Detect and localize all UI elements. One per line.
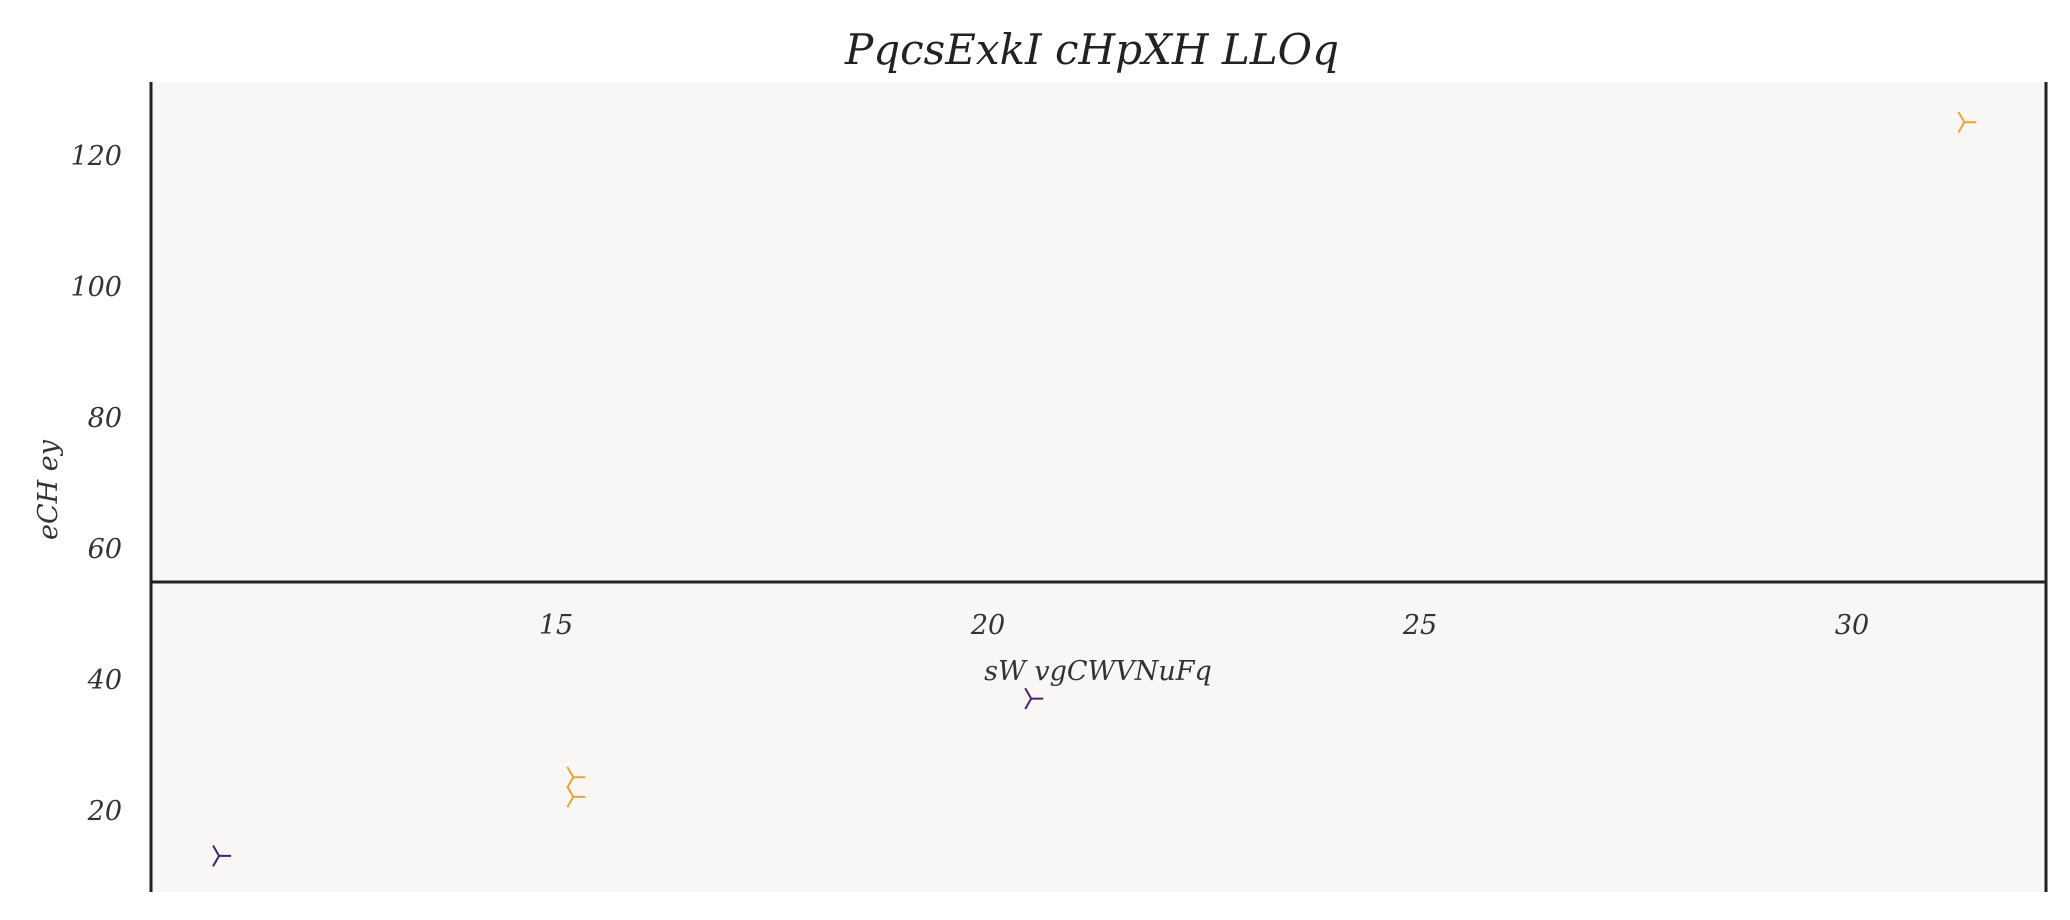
x-tick-label: 25 — [1402, 610, 1437, 641]
data-point — [212, 844, 232, 867]
y-tick-label: 40 — [87, 665, 122, 696]
data-points — [212, 111, 1977, 867]
y-tick-label: 120 — [70, 141, 122, 172]
y-tick-label: 20 — [87, 796, 122, 827]
chart-title: PqcsExkI cHpXH LLOq — [844, 25, 1339, 74]
x-tick-label: 30 — [1835, 610, 1869, 641]
y-tick-labels: 20 40 60 80 100 120 — [70, 141, 122, 827]
x-tick-label: 20 — [970, 610, 1005, 641]
y-tick-label: 100 — [70, 272, 122, 303]
data-point — [1024, 687, 1044, 710]
data-point — [1957, 111, 1977, 134]
y-axis-label: eCH ey — [33, 439, 64, 540]
x-tick-label: 15 — [539, 610, 573, 641]
x-axis-label: sW vgCWVNuFq — [984, 656, 1212, 687]
y-tick-label: 60 — [88, 534, 122, 565]
plot-background — [151, 82, 2046, 892]
y-tick-label: 80 — [88, 403, 122, 434]
x-tick-labels: 15 20 25 30 — [539, 610, 1869, 641]
data-point — [566, 766, 586, 789]
data-point — [566, 786, 586, 808]
